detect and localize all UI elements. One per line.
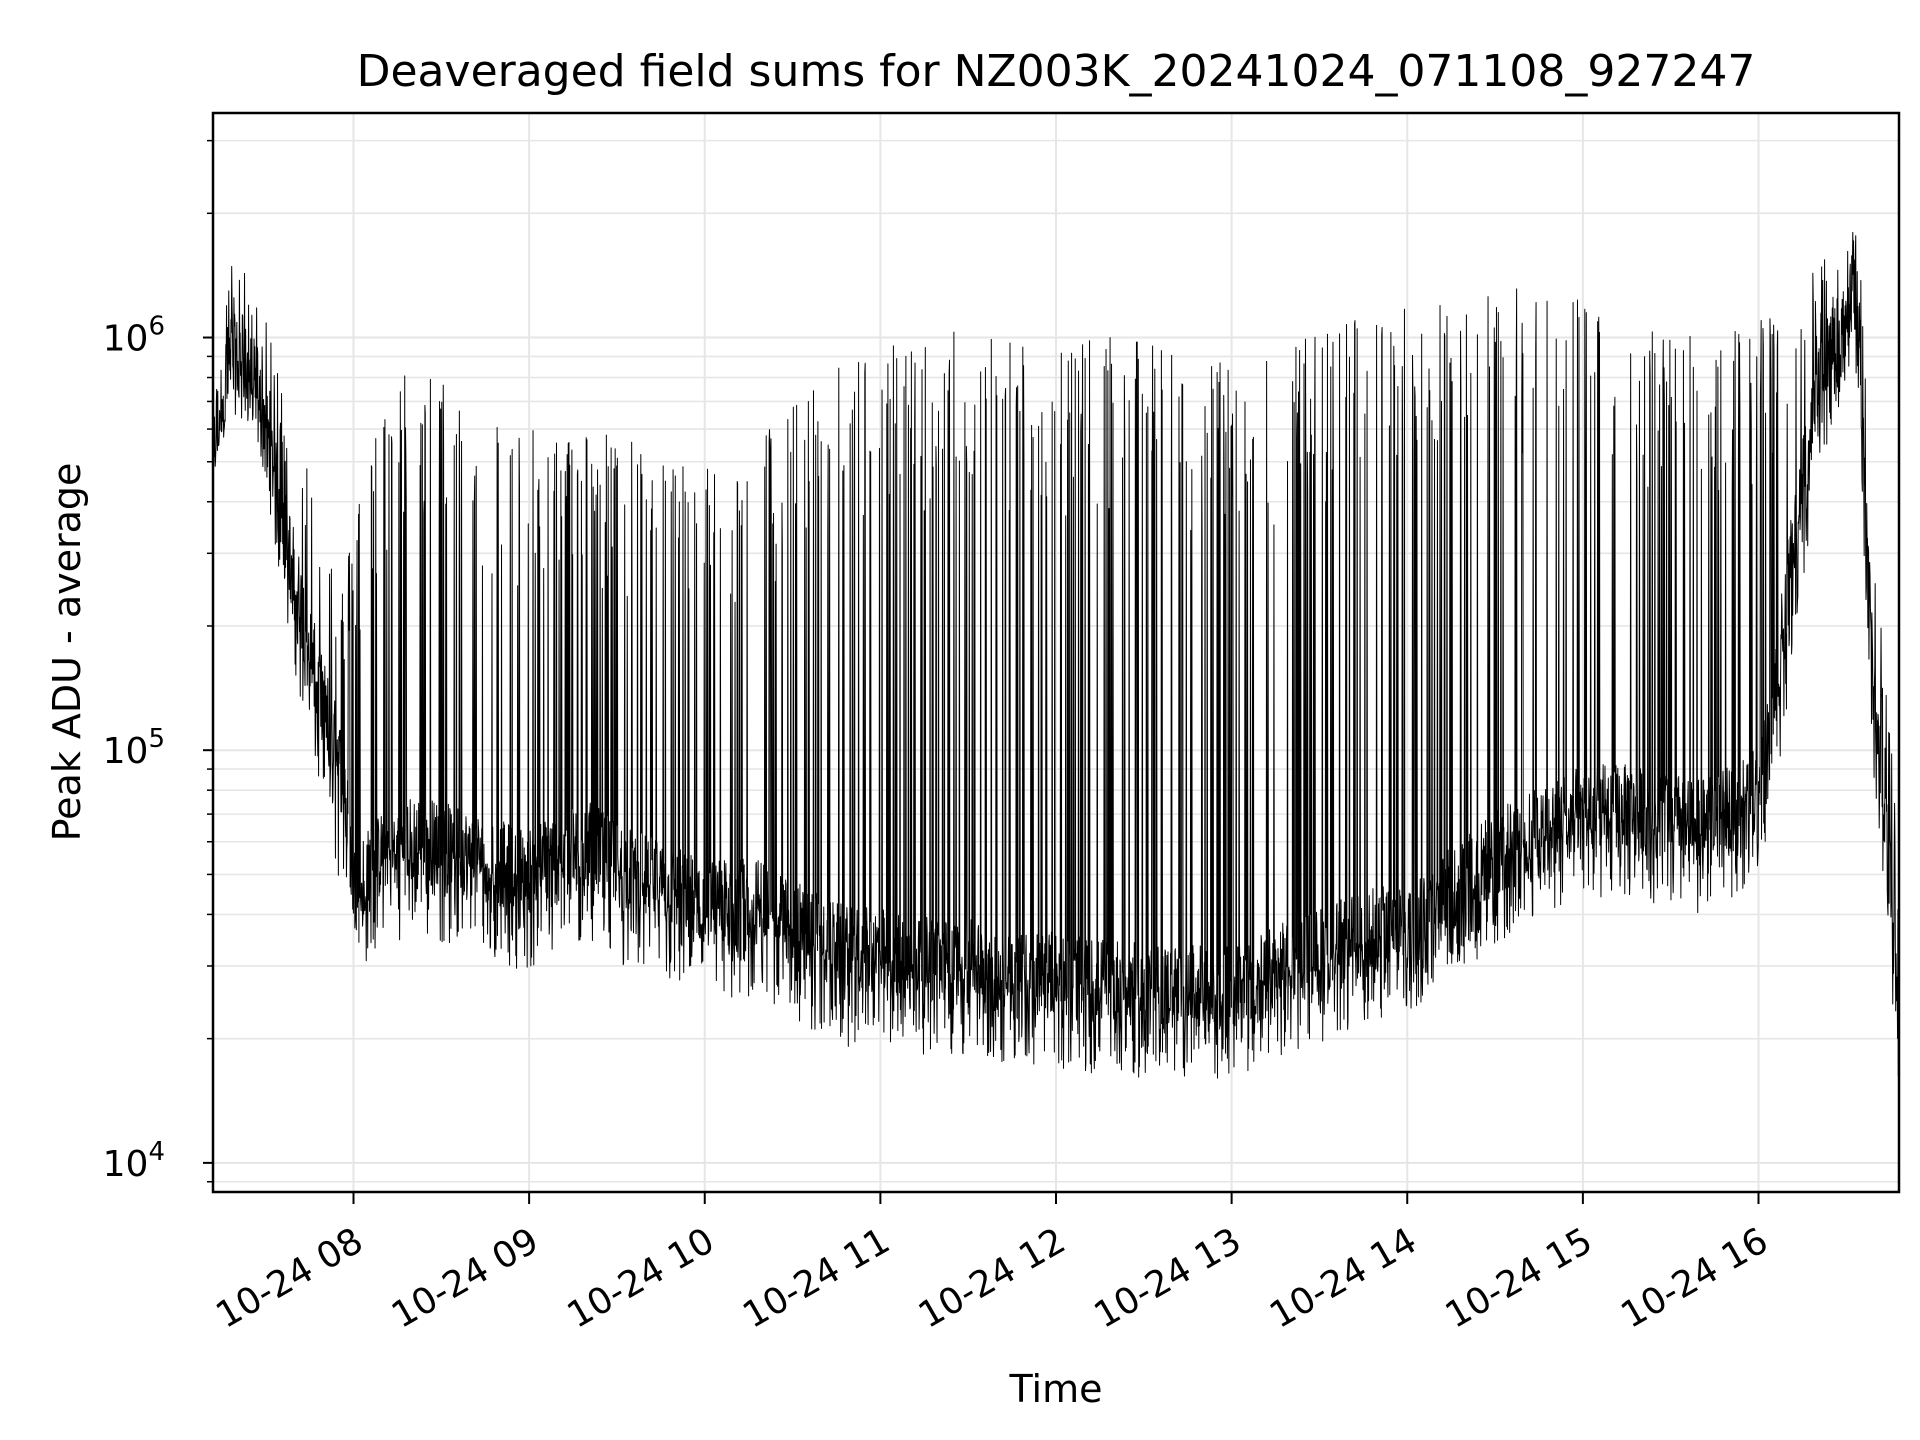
grid-lines — [213, 113, 1899, 1192]
y-axis-label: Peak ADU - average — [45, 463, 89, 842]
series-line — [212, 231, 1900, 1079]
x-axis-label: Time — [1009, 1367, 1103, 1411]
chart-title: Deaveraged field sums for NZ003K_2024102… — [357, 46, 1756, 97]
y-tick-label: 104 — [103, 1137, 165, 1185]
y-tick-label: 106 — [103, 312, 165, 360]
data-series — [212, 231, 1900, 1079]
y-tick-label: 105 — [103, 724, 165, 772]
y-axis-ticks: 104 105 106 — [103, 139, 213, 1185]
